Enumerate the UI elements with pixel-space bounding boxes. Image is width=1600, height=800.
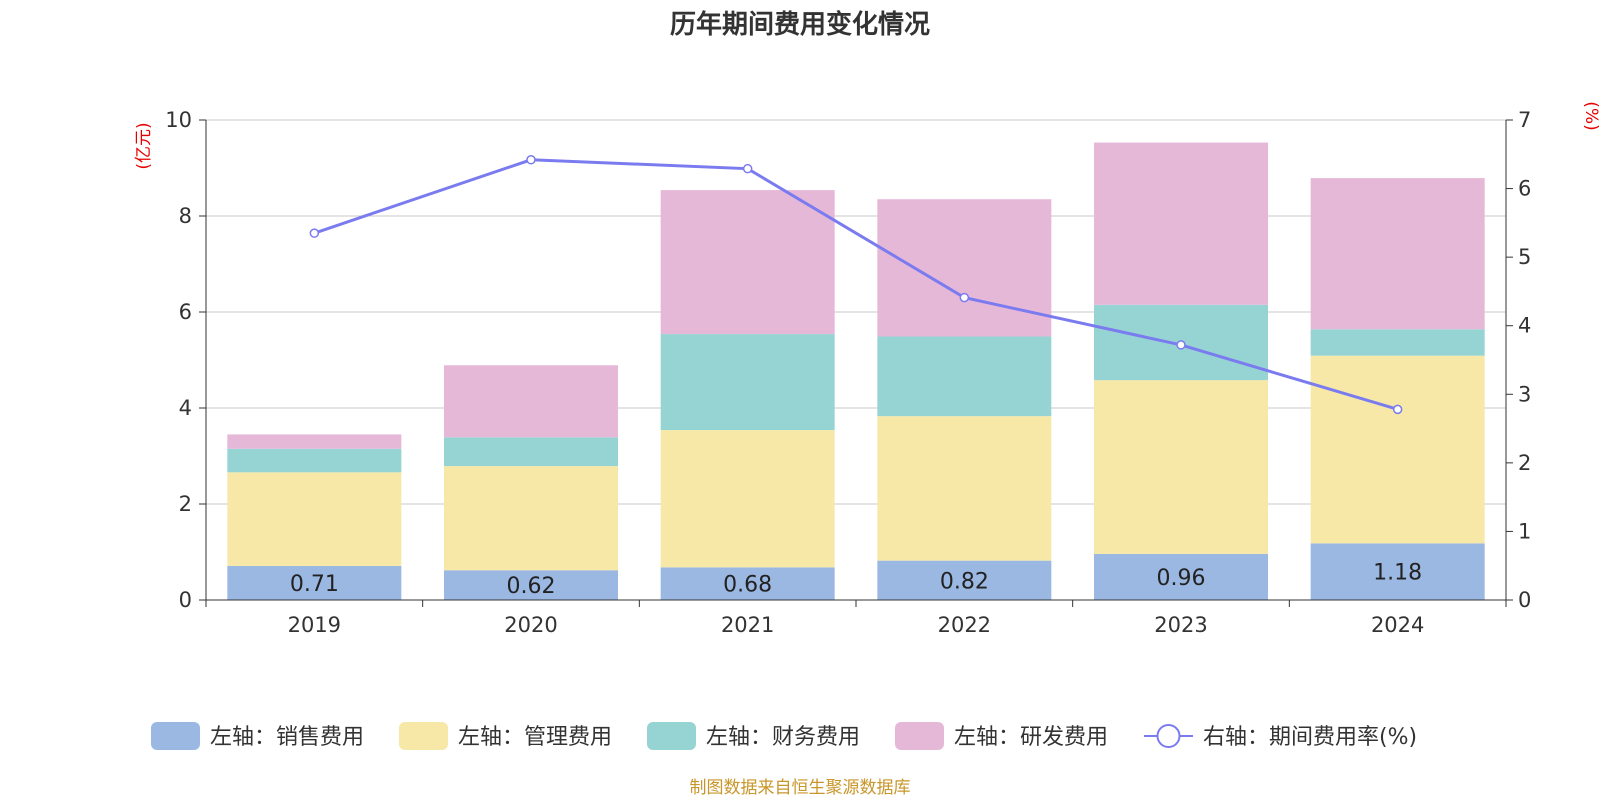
bar-segment xyxy=(877,199,1052,337)
legend-swatch xyxy=(895,722,944,750)
x-tick-label: 2023 xyxy=(1154,613,1207,637)
rate-line xyxy=(313,158,1399,411)
bar-data-label: 0.96 xyxy=(1157,566,1206,591)
rate-line-layer xyxy=(309,155,1403,415)
bar-segment xyxy=(444,570,618,600)
source-note: 制图数据来自恒生聚源数据库 xyxy=(690,778,911,798)
x-tick-label: 2020 xyxy=(504,613,557,637)
bar-segment xyxy=(1094,380,1268,554)
legend: 左轴：销售费用 左轴：管理费用 左轴：财务费用 左轴：研发费用 右轴：期间费用率(%) xyxy=(151,722,1417,750)
left-axis-unit: (亿元) xyxy=(134,122,154,169)
left-tick-label: 4 xyxy=(179,396,192,420)
bar-segment xyxy=(1094,553,1268,600)
bar-segment xyxy=(1094,142,1268,305)
chart-title: 历年期间费用变化情况 xyxy=(670,9,930,40)
right-tick-label: 6 xyxy=(1518,177,1531,201)
bar-segment xyxy=(444,437,618,467)
bar-segment xyxy=(1310,355,1485,544)
bar-data-label: 0.71 xyxy=(290,572,339,597)
right-tick-label: 3 xyxy=(1518,382,1531,406)
x-tick-label: 2024 xyxy=(1371,613,1424,637)
legend-label: 左轴：管理费用 xyxy=(458,725,612,750)
bar-segment xyxy=(1310,178,1485,330)
bar-segment xyxy=(227,434,402,449)
x-tick-label: 2022 xyxy=(938,613,991,637)
bar-segment xyxy=(660,567,835,600)
legend-swatch xyxy=(647,722,696,750)
bar-segment xyxy=(227,472,402,566)
legend-label: 左轴：销售费用 xyxy=(210,725,364,750)
right-tick-label: 0 xyxy=(1518,588,1531,612)
grid-lines xyxy=(206,119,1506,505)
legend-swatch xyxy=(151,722,200,750)
right-tick-label: 2 xyxy=(1518,451,1531,475)
legend-marker xyxy=(1156,724,1181,748)
right-tick-label: 7 xyxy=(1518,108,1531,132)
left-tick-label: 0 xyxy=(179,588,192,612)
rate-point xyxy=(1392,404,1403,415)
rate-point xyxy=(959,292,970,303)
bar-data-label: 0.68 xyxy=(723,573,772,598)
right-tick-label: 4 xyxy=(1518,314,1531,338)
bar-segment xyxy=(1310,329,1485,356)
bar-segment xyxy=(660,334,835,431)
x-tick-label: 2021 xyxy=(721,613,774,637)
bar-segment xyxy=(877,560,1052,600)
bar-segment xyxy=(1310,543,1485,600)
left-tick-label: 10 xyxy=(165,108,192,132)
bar-data-label: 0.82 xyxy=(940,569,989,594)
right-tick-label: 5 xyxy=(1518,245,1531,269)
legend-label: 右轴：期间费用率(%) xyxy=(1203,725,1417,750)
axes: 0 2 4 6 8 10 0 1 2 3 4 5 6 7 2019 2020 2021 2022 2023 2024 xyxy=(165,108,1531,637)
right-axis-unit: (%) xyxy=(1581,101,1600,130)
legend-label: 左轴：研发费用 xyxy=(954,725,1108,750)
rate-point xyxy=(526,155,536,165)
bar-data-label: 1.18 xyxy=(1373,561,1422,586)
left-tick-label: 6 xyxy=(179,300,192,324)
right-tick-label: 1 xyxy=(1518,519,1531,543)
bar-segment xyxy=(877,416,1052,561)
x-tick-label: 2019 xyxy=(288,613,341,637)
bar-segment xyxy=(227,448,402,473)
rate-point xyxy=(309,228,320,238)
rate-point xyxy=(742,163,753,174)
data-label-layer: 0.71 0.62 0.68 0.82 0.96 1.18 xyxy=(290,561,1422,599)
legend-swatch xyxy=(399,722,448,750)
legend-label: 左轴：财务费用 xyxy=(706,725,860,750)
bar-segment xyxy=(444,365,618,438)
bar-data-label: 0.62 xyxy=(507,574,556,599)
left-tick-label: 2 xyxy=(179,492,192,516)
left-tick-label: 8 xyxy=(179,204,192,228)
rate-point xyxy=(1176,340,1186,350)
bar-segment xyxy=(227,565,402,600)
bar-segment xyxy=(660,430,835,568)
bar-segment xyxy=(444,466,618,571)
bar-segment xyxy=(660,190,835,335)
bar-layer xyxy=(227,142,1485,600)
bar-segment xyxy=(877,336,1052,417)
